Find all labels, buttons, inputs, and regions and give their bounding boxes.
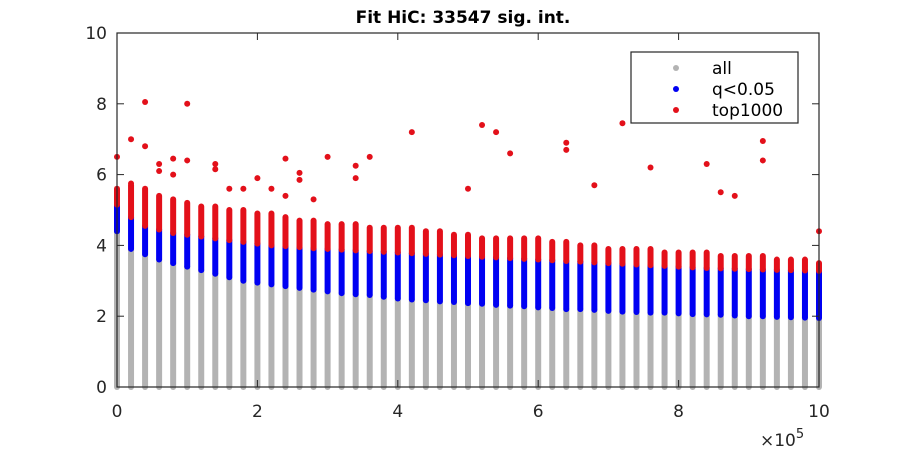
data-point xyxy=(142,143,149,150)
data-point xyxy=(142,99,149,106)
legend-label: all xyxy=(712,59,732,79)
data-point xyxy=(170,171,177,178)
y-tick-labels: 0 2 4 6 8 10 xyxy=(85,24,107,398)
series-1 xyxy=(114,228,822,390)
data-point xyxy=(717,189,724,196)
y-tick-label: 2 xyxy=(96,307,107,327)
data-point xyxy=(226,185,233,192)
y-tick-label: 8 xyxy=(96,95,107,115)
data-point xyxy=(282,192,289,199)
axes-layer xyxy=(116,32,820,388)
data-point xyxy=(591,182,598,189)
data-point xyxy=(184,157,191,164)
data-point xyxy=(156,168,163,175)
data-point xyxy=(619,120,626,127)
x-exponent-power: 5 xyxy=(796,427,804,442)
data-point xyxy=(479,122,486,129)
data-point xyxy=(563,146,570,153)
data-point xyxy=(296,176,303,183)
data-point xyxy=(465,185,471,192)
data-point xyxy=(170,155,177,162)
x-tick-label: 4 xyxy=(392,402,403,422)
data-point xyxy=(296,169,303,176)
x-tick-label: 0 xyxy=(112,402,123,422)
data-point xyxy=(647,164,654,171)
data-point xyxy=(128,180,135,187)
top1000-outliers xyxy=(114,99,822,235)
data-point xyxy=(282,155,289,162)
axes-box xyxy=(116,32,820,388)
series-2 xyxy=(114,201,822,321)
data-point xyxy=(759,137,766,144)
legend-marker xyxy=(673,107,679,113)
data-layer xyxy=(114,99,822,390)
y-tick-label: 0 xyxy=(96,378,107,398)
data-point xyxy=(310,196,317,203)
legend-marker xyxy=(673,65,679,71)
data-point xyxy=(268,185,275,192)
data-point xyxy=(128,136,135,143)
data-point xyxy=(240,185,247,192)
y-tick-label: 6 xyxy=(96,166,107,186)
data-point xyxy=(352,175,359,182)
legend-box xyxy=(630,51,799,124)
legend-label: q<0.05 xyxy=(712,80,775,100)
x-tick-label: 8 xyxy=(673,402,684,422)
data-point xyxy=(212,160,219,167)
legend-label: top1000 xyxy=(712,101,783,121)
data-point xyxy=(156,160,163,167)
y-tick-label: 4 xyxy=(96,236,107,256)
data-point xyxy=(507,150,514,157)
x-exponent-base: ×10 xyxy=(760,431,796,450)
data-point xyxy=(408,129,415,136)
data-point xyxy=(563,139,570,146)
legend-marker xyxy=(673,86,679,92)
data-point xyxy=(324,153,331,160)
data-point xyxy=(731,192,738,199)
data-point xyxy=(366,153,373,160)
data-point xyxy=(184,100,191,107)
data-point xyxy=(352,162,359,169)
x-tick-label: 2 xyxy=(252,402,263,422)
data-point xyxy=(254,175,261,182)
x-exponent-label: ×105 xyxy=(760,427,804,450)
x-tick-labels: 0 2 4 6 8 10 xyxy=(112,402,830,422)
data-point xyxy=(493,129,500,136)
x-tick-label: 6 xyxy=(533,402,544,422)
y-tick-label: 10 xyxy=(85,24,107,44)
data-point xyxy=(703,160,710,167)
chart-title: Fit HiC: 33547 sig. int. xyxy=(356,8,571,28)
series-3 xyxy=(114,182,822,274)
data-point xyxy=(212,166,219,173)
data-point xyxy=(759,157,766,164)
x-tick-label: 10 xyxy=(808,402,830,422)
